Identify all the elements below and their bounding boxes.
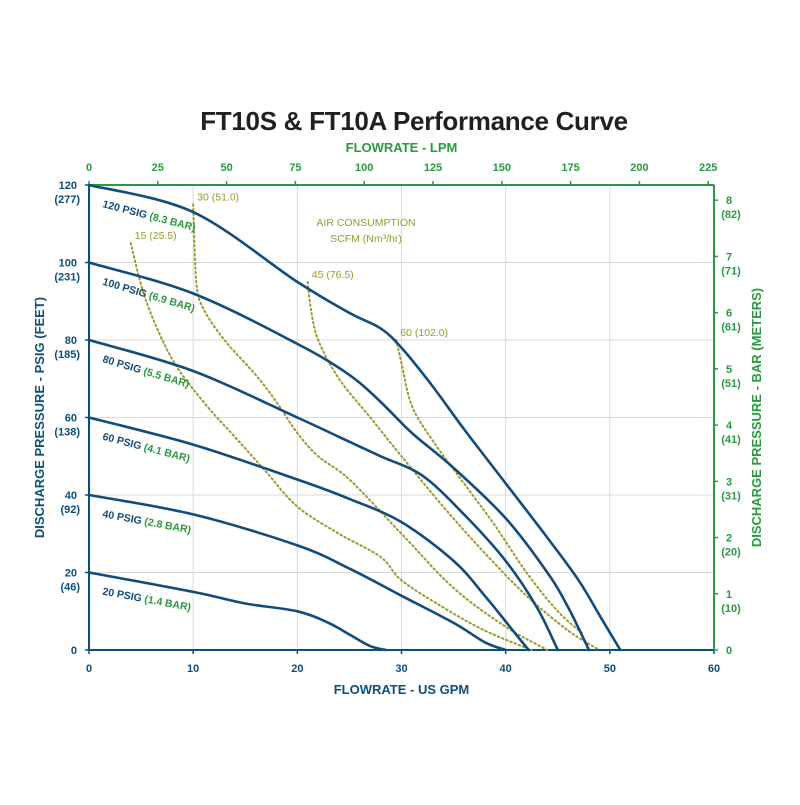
y-tick-sublabel-20: (46) [60,582,80,594]
air-line-label-30-51-0: 30 (51.0) [197,191,239,203]
x2-tick-label-75: 75 [289,162,301,174]
x-tick-label-10: 10 [187,663,199,675]
y2-tick-sublabel-8: (82) [721,209,741,221]
y2-tick-sublabel-4: (41) [721,434,741,446]
y2-axis-label: DISCHARGE PRESSURE - BAR (METERS) [749,288,764,547]
air-line-60-102-0 [395,339,585,636]
x-axis-label: FLOWRATE - US GPM [334,682,470,697]
curve-label-bar-60-psig: (4.1 BAR) [142,442,191,466]
x-tick-label-20: 20 [291,663,303,675]
x2-axis-label: FLOWRATE - LPM [346,140,458,155]
curve-label-psig-40-psig: 40 PSIG [101,508,145,528]
curve-60-psig [87,416,530,652]
air-line-45-76-5 [306,280,601,651]
y-axis-label: DISCHARGE PRESSURE - PSIG (FEET) [32,297,47,538]
curve-label-60-psig: 60 PSIG (4.1 BAR) [101,431,191,465]
curve-40-psig [87,493,507,652]
curve-20-psig [87,571,388,652]
x-tick-label-30: 30 [395,663,407,675]
curve-label-bar-40-psig: (2.8 BAR) [143,516,192,536]
air-line-label-60-102-0: 60 (102.0) [400,327,448,339]
y-tick-sublabel-60: (138) [54,427,80,439]
y2-tick-sublabel-2: (20) [721,547,741,559]
y2-tick-sublabel-7: (71) [721,265,741,277]
x2-tick-label-100: 100 [355,162,373,174]
air-consumption-lines: 15 (25.5) 30 (51.0) 45 (76.5) 60 (102.0) [129,191,601,651]
air-line-15-25-5 [129,242,533,651]
x2-tick-label-200: 200 [630,162,648,174]
curve-120-psig [87,183,622,652]
y2-tick-label-4: 4 [726,420,733,432]
y-tick-label-40: 40 [65,490,77,502]
curve-label-bar-100-psig: (6.9 BAR) [148,290,197,315]
x2-tick-label-25: 25 [152,162,164,174]
y-tick-label-20: 20 [65,568,77,580]
y2-tick-sublabel-1: (10) [721,603,741,615]
y2-tick-sublabel-3: (31) [721,490,741,502]
y-tick-label-120: 120 [59,180,77,192]
air-line-label-15-25-5: 15 (25.5) [135,230,177,242]
curve-label-psig-20-psig: 20 PSIG [101,586,145,606]
curve-label-bar-20-psig: (1.4 BAR) [143,593,192,613]
curve-label-120-psig: 120 PSIG (8.3 BAR) [101,198,197,234]
y2-tick-sublabel-6: (61) [721,322,741,334]
curve-label-psig-120-psig: 120 PSIG [101,198,151,222]
y-tick-sublabel-100: (231) [54,272,80,284]
curve-label-psig-80-psig: 80 PSIG [101,353,145,377]
chart-title: FT10S & FT10A Performance Curve [200,106,628,136]
y-tick-label-60: 60 [65,413,77,425]
x-tick-label-60: 60 [708,663,720,675]
y-tick-label-80: 80 [65,335,77,347]
air-line-label-45-76-5: 45 (76.5) [312,269,354,281]
y2-tick-sublabel-5: (51) [721,378,741,390]
y2-tick-label-6: 6 [726,308,732,320]
x-tick-label-40: 40 [500,663,512,675]
curve-label-80-psig: 80 PSIG (5.5 BAR) [101,353,191,390]
y2-tick-label-1: 1 [726,589,732,601]
y2-tick-label-3: 3 [726,476,732,488]
y2-tick-label-7: 7 [726,251,732,263]
y-tick-label-0: 0 [71,645,77,657]
air-consumption-subtitle: SCFM (Nm³/hr) [330,233,402,245]
y2-tick-label-5: 5 [726,364,732,376]
x2-tick-label-0: 0 [86,162,92,174]
y2-tick-label-0: 0 [726,645,732,657]
curve-label-psig-100-psig: 100 PSIG [101,276,151,301]
x-tick-label-0: 0 [86,663,92,675]
x2-tick-label-50: 50 [220,162,232,174]
y-tick-sublabel-120: (277) [54,194,80,206]
air-line-30-51-0 [192,203,549,651]
curve-80-psig [87,338,560,652]
y-tick-label-100: 100 [59,258,77,270]
air-consumption-title: AIR CONSUMPTION [316,217,415,229]
x2-tick-label-225: 225 [699,162,717,174]
curve-label-psig-60-psig: 60 PSIG [101,431,145,453]
y2-tick-label-8: 8 [726,195,732,207]
y-tick-sublabel-80: (185) [54,349,80,361]
y2-tick-label-2: 2 [726,533,732,545]
x2-tick-label-150: 150 [493,162,511,174]
curve-100-psig [87,261,591,652]
y-tick-sublabel-40: (92) [60,504,80,516]
x-tick-label-50: 50 [604,663,616,675]
curve-label-bar-80-psig: (5.5 BAR) [142,366,191,391]
x2-tick-label-175: 175 [561,162,579,174]
x2-tick-label-125: 125 [424,162,442,174]
